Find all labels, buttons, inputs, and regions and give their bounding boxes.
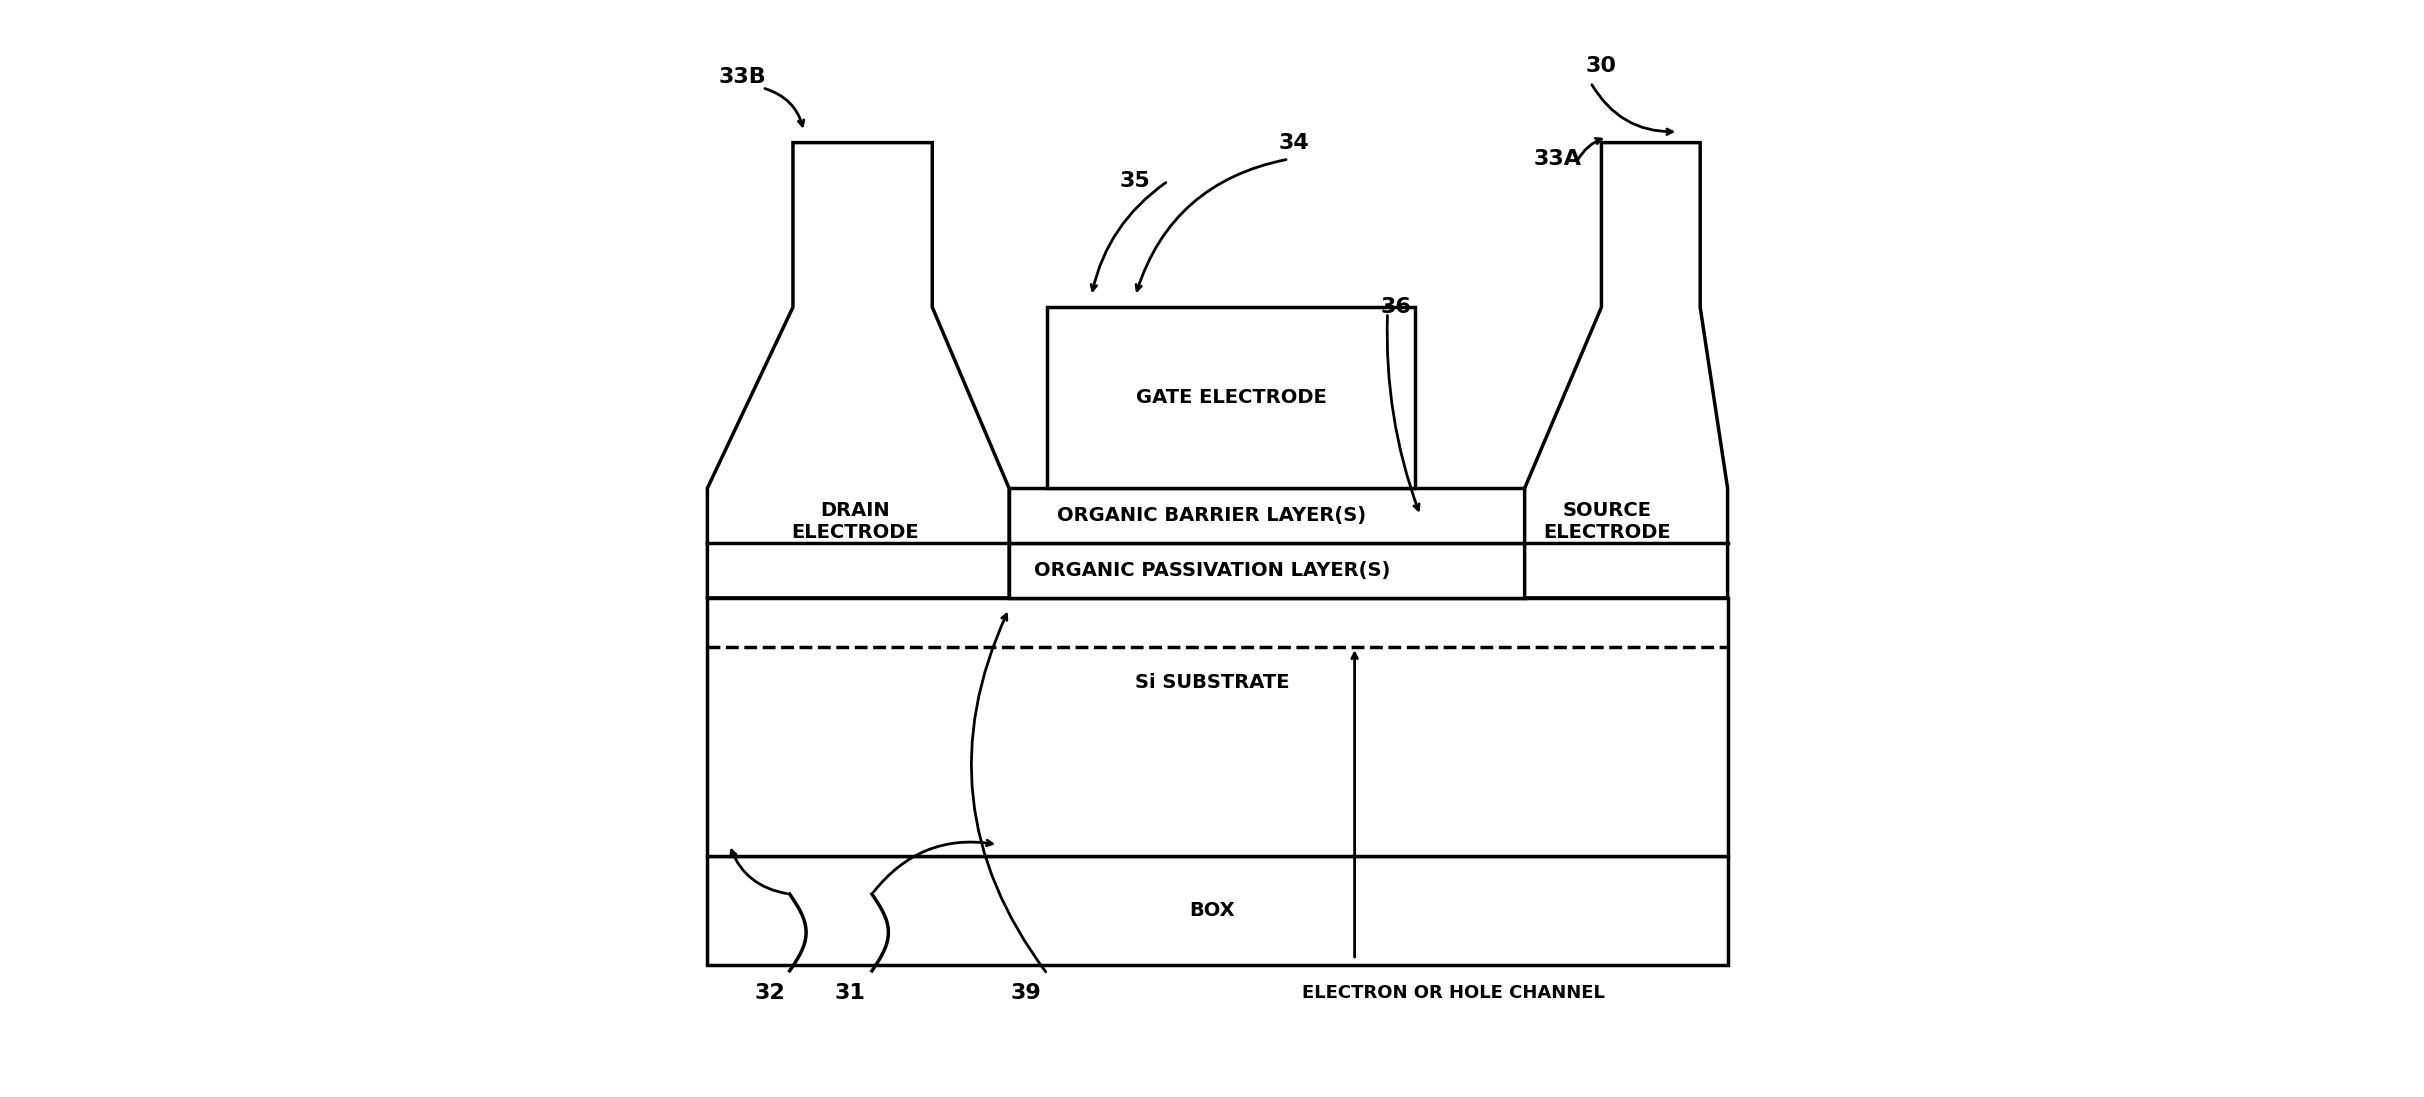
Text: DRAIN
ELECTRODE: DRAIN ELECTRODE <box>793 500 919 542</box>
Polygon shape <box>1525 143 1728 598</box>
Text: SOURCE
ELECTRODE: SOURCE ELECTRODE <box>1544 500 1670 542</box>
Text: ORGANIC BARRIER LAYER(S): ORGANIC BARRIER LAYER(S) <box>1057 506 1367 525</box>
Text: 33B: 33B <box>718 67 766 87</box>
Text: ELECTRON OR HOLE CHANNEL: ELECTRON OR HOLE CHANNEL <box>1302 984 1605 1002</box>
Polygon shape <box>708 856 1728 965</box>
Text: ORGANIC PASSIVATION LAYER(S): ORGANIC PASSIVATION LAYER(S) <box>1033 561 1391 580</box>
Text: Si SUBSTRATE: Si SUBSTRATE <box>1134 674 1290 692</box>
Polygon shape <box>1008 488 1525 543</box>
Text: 31: 31 <box>834 983 865 1003</box>
Polygon shape <box>1008 543 1525 598</box>
Text: 34: 34 <box>1280 133 1309 152</box>
Text: BOX: BOX <box>1190 901 1234 920</box>
Text: 32: 32 <box>754 983 785 1003</box>
Text: GATE ELECTRODE: GATE ELECTRODE <box>1137 388 1326 407</box>
Polygon shape <box>708 598 1728 856</box>
Text: 30: 30 <box>1585 56 1617 76</box>
Text: 33A: 33A <box>1534 149 1580 169</box>
Text: 35: 35 <box>1120 171 1151 191</box>
Text: 39: 39 <box>1011 983 1040 1003</box>
Polygon shape <box>1047 307 1416 488</box>
Text: 36: 36 <box>1382 297 1411 317</box>
Polygon shape <box>708 143 1008 598</box>
